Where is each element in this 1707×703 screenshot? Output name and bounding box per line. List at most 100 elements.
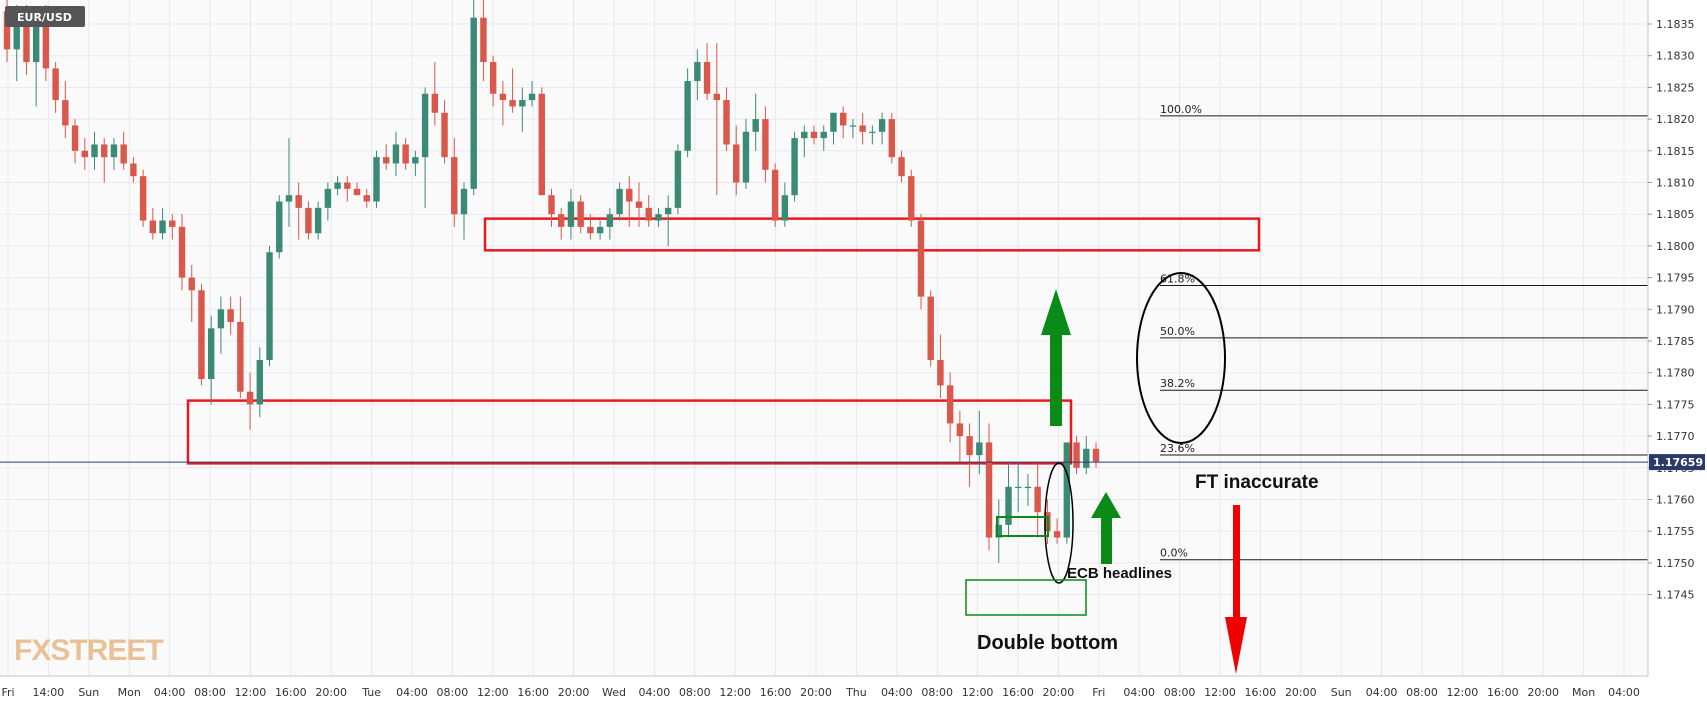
candle-body	[703, 62, 711, 94]
bear-candle	[898, 150, 905, 183]
x-tick-label: 04:00	[1366, 686, 1398, 699]
bull-candle	[1024, 474, 1032, 506]
x-tick-label: Mon	[118, 686, 141, 699]
bull-candle	[110, 138, 118, 170]
candle-body	[305, 207, 312, 234]
candle-body	[42, 24, 50, 69]
x-tick-label: Thu	[845, 686, 867, 699]
candle-body	[344, 182, 351, 189]
bull-candle	[616, 182, 623, 221]
x-tick-label: Sun	[1331, 686, 1352, 699]
annotation-ft-inaccurate: FT inaccurate	[1195, 472, 1319, 493]
candle-body	[587, 226, 594, 234]
candle-body	[966, 436, 973, 456]
bull-candle	[674, 144, 682, 215]
bull-candle	[1005, 461, 1012, 538]
bear-candle	[71, 119, 79, 164]
candle-body	[139, 176, 147, 221]
candle-body	[256, 360, 264, 405]
bull-candle	[217, 296, 225, 354]
x-tick-label: 04:00	[881, 686, 913, 699]
candle-body	[626, 188, 633, 202]
candle-body	[383, 157, 390, 164]
bull-candle	[256, 347, 264, 418]
bear-candle	[1073, 436, 1080, 475]
bear-candle	[733, 125, 740, 196]
x-tick-label: Fri	[1, 686, 14, 699]
watermark-text: FXSTREET	[14, 634, 163, 667]
candle-body	[489, 62, 497, 94]
bear-candle	[1092, 442, 1100, 468]
candle-body	[810, 131, 818, 139]
candle-body	[1053, 531, 1061, 538]
candle-body	[849, 125, 857, 127]
candle-body	[421, 93, 429, 158]
candle-body	[198, 290, 205, 380]
x-tick-label: Wed	[602, 686, 626, 699]
x-tick-label: 12:00	[962, 686, 994, 699]
fib-level-label: 100.0%	[1160, 103, 1202, 116]
candle-body	[567, 201, 575, 227]
bear-candle	[771, 163, 779, 227]
bear-candle	[859, 112, 866, 145]
y-tick-label: 1.1825	[1656, 81, 1695, 94]
x-tick-label: 08:00	[194, 686, 226, 699]
bull-candle	[684, 68, 691, 158]
candle-body	[451, 157, 458, 215]
candle-body	[431, 93, 439, 113]
candle-body	[985, 442, 993, 538]
bear-candle	[363, 188, 370, 208]
candle-body	[616, 188, 623, 215]
bear-candle	[295, 182, 302, 240]
candle-body	[480, 17, 487, 63]
bear-candle	[577, 195, 584, 234]
bear-candle	[81, 138, 88, 170]
y-tick-label: 1.1785	[1656, 335, 1695, 348]
bear-candle	[344, 176, 351, 202]
candle-body	[771, 169, 779, 221]
bull-candle	[91, 131, 98, 170]
candle-body	[373, 157, 380, 202]
bear-candle	[431, 62, 439, 126]
bull-candle	[32, 11, 40, 107]
candle-body	[1083, 448, 1090, 468]
price-axis: 1.1835 1.1830 1.1825 1.1820 1.1815 1.1810 1.18…	[1647, 0, 1707, 703]
candle-body	[635, 201, 643, 208]
bull-candle	[742, 119, 750, 189]
bear-candle	[402, 138, 409, 170]
bull-candle	[1015, 461, 1022, 513]
bull-candle	[159, 207, 166, 240]
bear-candle	[810, 125, 818, 145]
candle-body	[149, 220, 157, 234]
candle-body	[363, 195, 370, 202]
candle-body	[188, 277, 195, 291]
bear-candle	[246, 372, 254, 430]
y-tick-label: 1.1810	[1656, 177, 1695, 190]
candle-body	[664, 207, 672, 215]
bull-candle	[567, 188, 575, 240]
bear-candle	[178, 214, 186, 291]
candle-body	[23, 24, 30, 63]
red-down-arrow	[1225, 505, 1247, 674]
bull-candle	[421, 87, 429, 208]
candle-body	[62, 100, 69, 126]
green-up-arrow-small	[1091, 492, 1121, 564]
candle-body	[898, 157, 905, 177]
last-price-badge	[1649, 454, 1705, 471]
x-tick-label: 16:00	[1487, 686, 1519, 699]
bear-candle	[188, 264, 195, 322]
x-tick-label: 20:00	[1527, 686, 1559, 699]
y-tick-label: 1.1820	[1656, 113, 1695, 126]
bull-candle	[276, 195, 283, 259]
candle-body	[655, 214, 662, 221]
resistance-zone	[186, 399, 1073, 465]
y-tick-label: 1.1800	[1656, 240, 1695, 253]
symbol-badge-bg	[5, 6, 85, 27]
candle-body	[869, 131, 876, 133]
bull-candle	[285, 138, 293, 227]
bull-candle	[655, 207, 662, 227]
candle-body	[81, 150, 88, 158]
candle-body	[878, 119, 886, 132]
x-tick-label: 16:00	[517, 686, 549, 699]
candle-body	[120, 144, 127, 164]
